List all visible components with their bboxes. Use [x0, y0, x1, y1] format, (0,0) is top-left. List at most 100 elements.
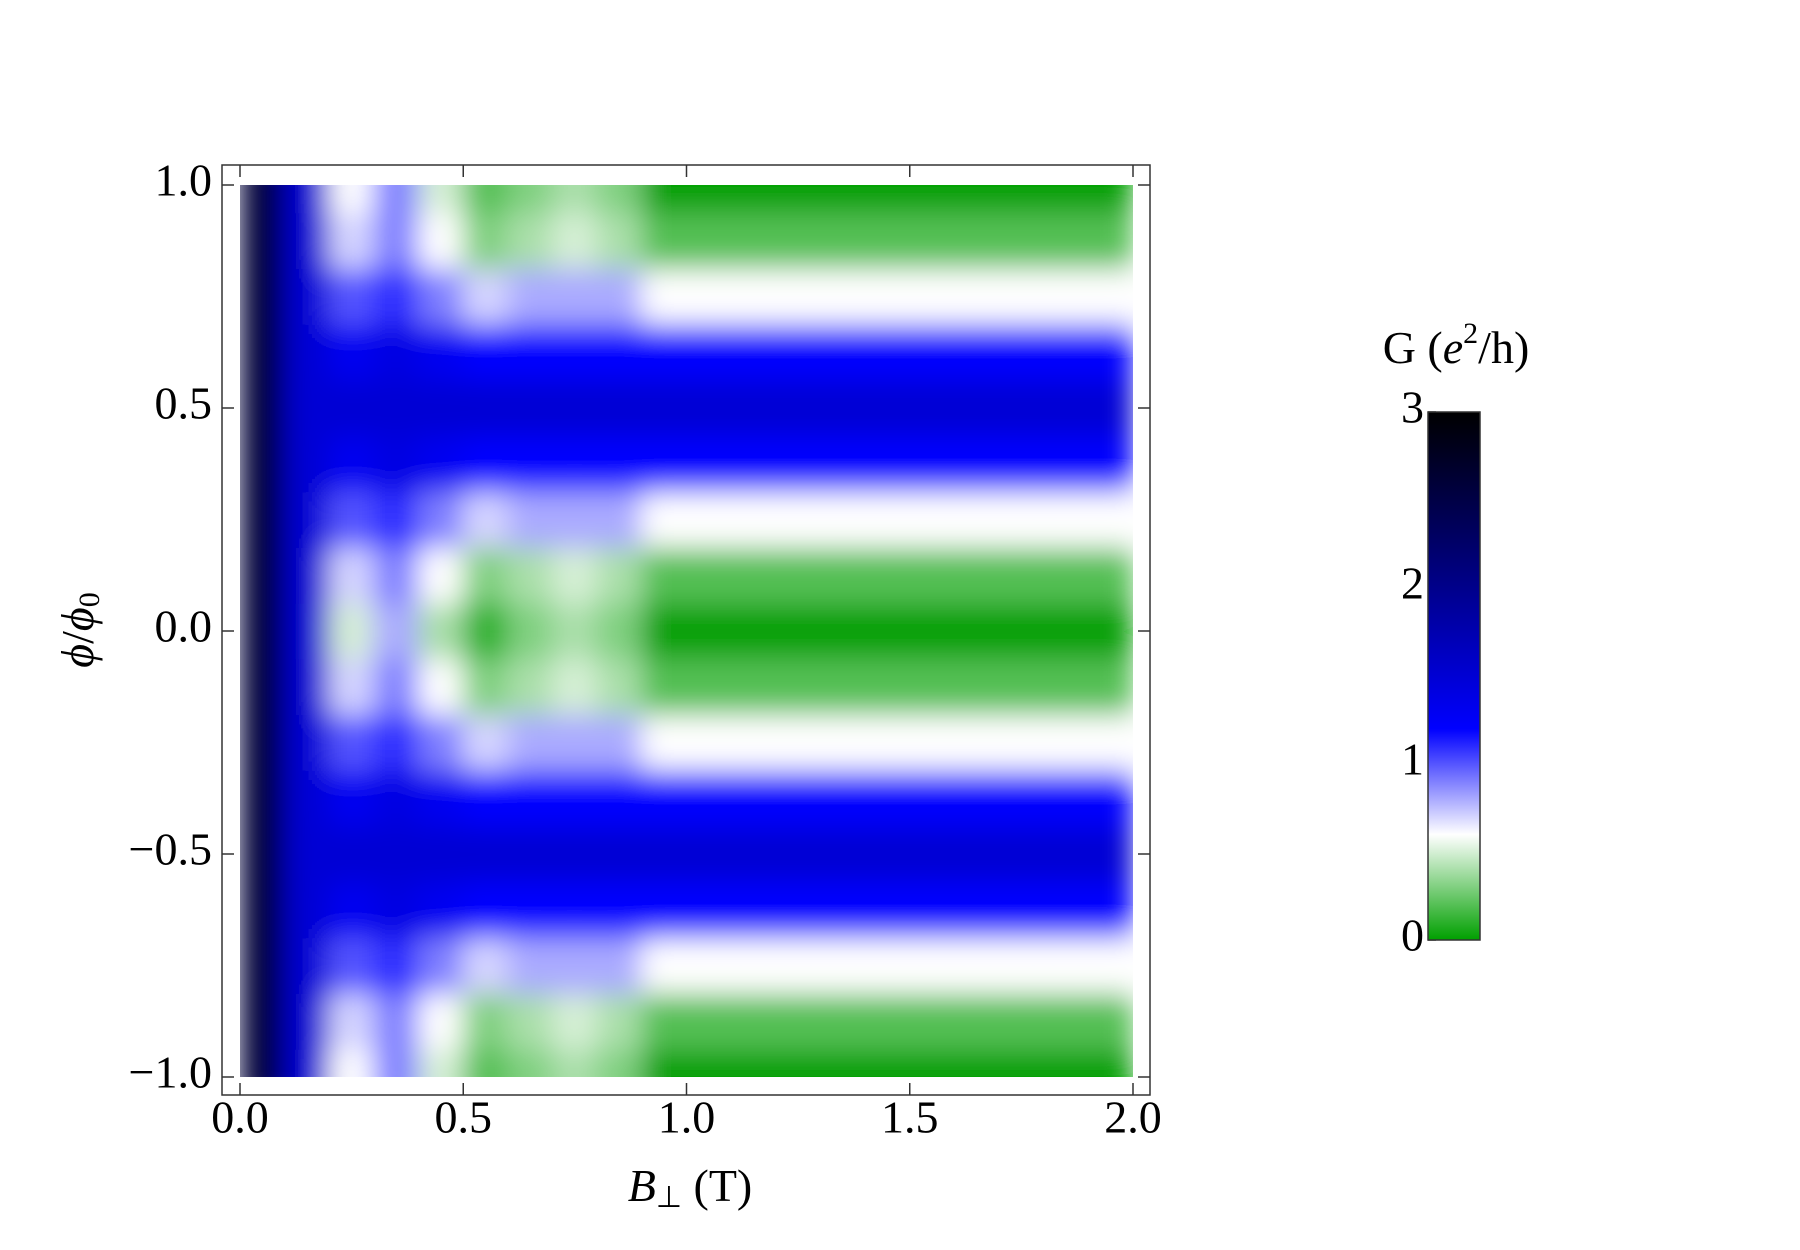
heatmap-cell	[864, 881, 911, 939]
heatmap-cell	[373, 379, 420, 437]
heatmap-cell	[418, 602, 464, 660]
heatmap-cell	[775, 825, 821, 883]
heatmap-cell	[819, 491, 866, 548]
heatmap-cell	[552, 212, 598, 270]
heatmap-cell	[552, 379, 598, 437]
heatmap-cell	[686, 769, 732, 827]
heatmap-cell	[596, 546, 643, 604]
heatmap-cell	[819, 379, 866, 437]
heatmap-cell	[953, 825, 1000, 883]
heatmap-cell	[686, 602, 732, 660]
heatmap-cell	[328, 491, 375, 548]
heatmap-cell	[953, 546, 1000, 604]
heatmap-cell	[1043, 546, 1089, 604]
heatmap-cell	[507, 658, 554, 716]
heatmap-cell	[775, 992, 821, 1050]
heatmap-cell	[909, 379, 955, 437]
heatmap-cell	[552, 1048, 598, 1077]
heatmap-cell	[1043, 825, 1089, 883]
heatmap-cell	[864, 1048, 911, 1077]
colorbar-tick-label: 2	[1401, 558, 1424, 609]
heatmap-cell	[507, 379, 554, 437]
heatmap-cell	[730, 212, 777, 270]
heatmap-cell	[730, 825, 777, 883]
heatmap-cell	[730, 379, 777, 437]
heatmap-cell	[953, 379, 1000, 437]
heatmap-cell	[819, 212, 866, 270]
heatmap-cell	[998, 379, 1045, 437]
heatmap-cell	[1087, 435, 1133, 493]
heatmap-cell	[819, 825, 866, 883]
heatmap-cell	[998, 714, 1045, 771]
heatmap-cell	[819, 323, 866, 381]
heatmap-cell	[953, 769, 1000, 827]
heatmap-cell	[1043, 268, 1089, 325]
heatmap-cell	[1087, 881, 1133, 939]
heatmap-cell	[686, 212, 732, 270]
heatmap-cell	[775, 212, 821, 270]
y-axis-label: ϕ/ϕ0	[52, 592, 106, 667]
heatmap-cell	[953, 185, 1000, 214]
colorbar	[1427, 411, 1481, 941]
colorbar-label-sup: 2	[1463, 317, 1478, 350]
heatmap-cell	[819, 992, 866, 1050]
heatmap-cell	[686, 268, 732, 325]
heatmap-cell	[1043, 714, 1089, 771]
heatmap-cell	[730, 435, 777, 493]
heatmap-cell	[1043, 1048, 1089, 1077]
heatmap-cell	[730, 881, 777, 939]
heatmap-cell	[909, 658, 955, 716]
heatmap-cell	[552, 323, 598, 381]
heatmap-cell	[596, 602, 643, 660]
heatmap-cell	[864, 602, 911, 660]
heatmap-cell	[418, 268, 464, 325]
y-tick-label: −1.0	[129, 1047, 212, 1098]
heatmap-cell	[240, 769, 286, 827]
heatmap-area	[240, 185, 1133, 1077]
heatmap-cell	[596, 714, 643, 771]
heatmap-cell	[953, 1048, 1000, 1077]
heatmap-cell	[998, 992, 1045, 1050]
heatmap-cell	[284, 937, 330, 994]
heatmap-cell	[864, 992, 911, 1050]
heatmap-cell	[462, 435, 509, 493]
heatmap-cell	[686, 937, 732, 994]
heatmap-cell	[819, 658, 866, 716]
y-label-symbol: ϕ	[52, 607, 103, 631]
heatmap-cell	[596, 992, 643, 1050]
heatmap-cell	[953, 992, 1000, 1050]
heatmap-cell	[373, 658, 420, 716]
heatmap-cell	[373, 212, 420, 270]
x-tick-label: 1.0	[658, 1092, 716, 1143]
heatmap-cell	[552, 268, 598, 325]
heatmap-cell	[864, 491, 911, 548]
heatmap-cell	[418, 714, 464, 771]
heatmap-cell	[641, 546, 687, 604]
heatmap-cell	[730, 714, 777, 771]
heatmap-cell	[909, 1048, 955, 1077]
heatmap-cell	[998, 491, 1045, 548]
heatmap-cell	[328, 212, 375, 270]
colorbar-tick-label: 1	[1401, 734, 1424, 785]
heatmap-cell	[641, 268, 687, 325]
x-label-symbol: B	[628, 1160, 656, 1211]
heatmap-cell	[864, 825, 911, 883]
heatmap-cell	[953, 658, 1000, 716]
heatmap-cell	[507, 435, 554, 493]
heatmap-cell	[284, 1048, 330, 1077]
heatmap-cell	[507, 546, 554, 604]
heatmap-cell	[730, 658, 777, 716]
heatmap-cell	[730, 268, 777, 325]
heatmap-cell	[730, 602, 777, 660]
heatmap-cell	[641, 825, 687, 883]
heatmap-cell	[686, 881, 732, 939]
heatmap-cell	[909, 212, 955, 270]
heatmap-cell	[418, 937, 464, 994]
heatmap-cell	[909, 881, 955, 939]
heatmap-cell	[953, 881, 1000, 939]
heatmap-cell	[418, 881, 464, 939]
heatmap-cell	[596, 491, 643, 548]
heatmap-cell	[328, 546, 375, 604]
heatmap-cell	[909, 769, 955, 827]
heatmap-cell	[1087, 602, 1133, 660]
